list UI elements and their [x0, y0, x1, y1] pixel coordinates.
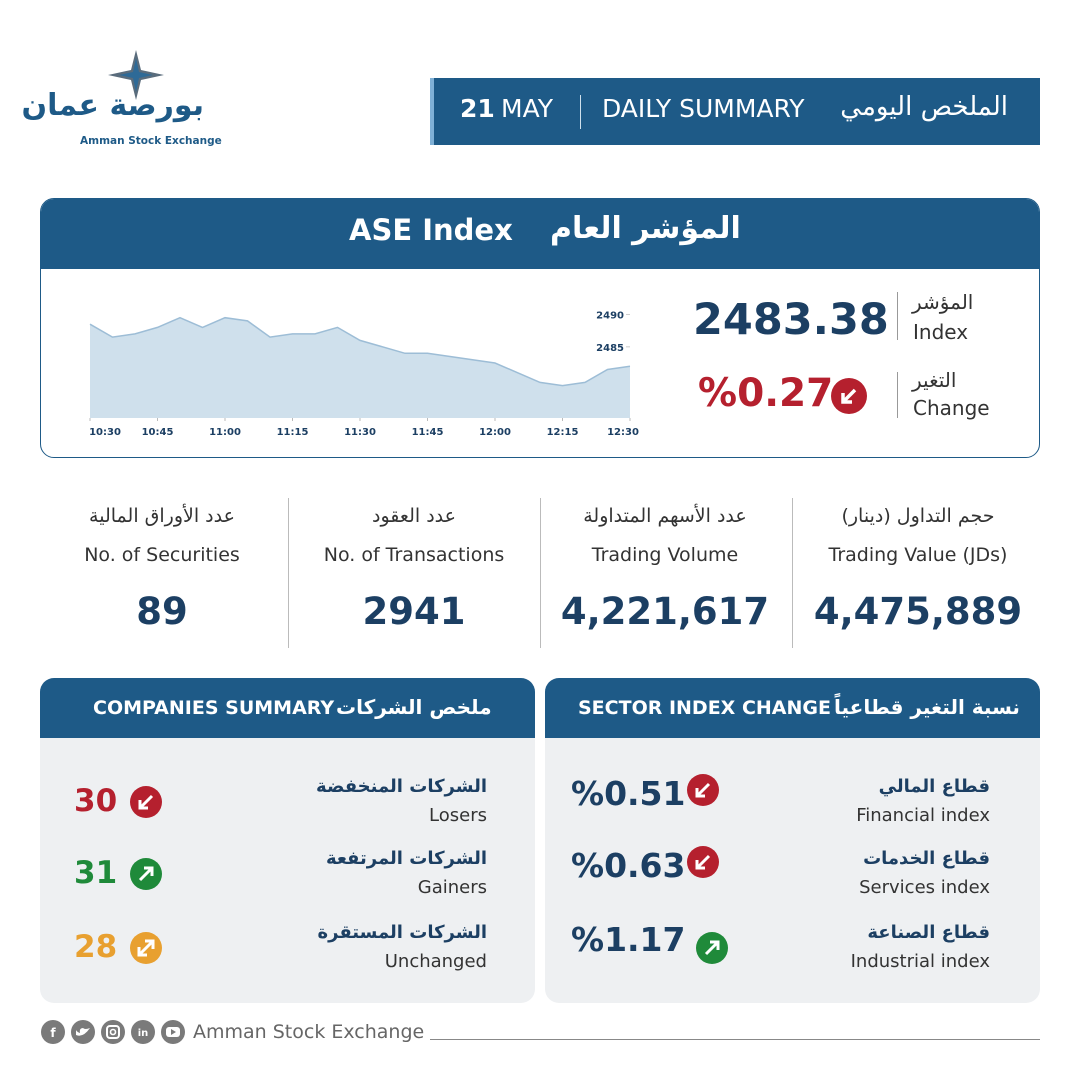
x-tick-label: 11:45	[412, 427, 444, 438]
sectors-panel	[545, 678, 1040, 1003]
x-tick-label: 12:30	[607, 427, 639, 438]
sector-value: %0.63	[571, 846, 686, 885]
index-label: Index	[913, 320, 969, 344]
x-tick-label: 11:00	[209, 427, 241, 438]
companies-title-ar: ملخص الشركات	[336, 695, 492, 719]
header-title-ar: الملخص اليومي	[840, 92, 1008, 122]
stat-value: 89	[136, 590, 188, 633]
company-label-ar: الشركات المستقرة	[317, 922, 487, 943]
header-stripe	[430, 78, 434, 145]
x-tick-label: 10:45	[142, 427, 174, 438]
company-value: 28	[74, 929, 118, 965]
divider	[897, 292, 898, 340]
index-title-ar: المؤشر العام	[550, 211, 741, 246]
sectors-title: SECTOR INDEX CHANGE	[578, 697, 831, 719]
sector-value: %0.51	[571, 774, 686, 813]
index-panel	[40, 198, 1040, 458]
down-icon	[831, 378, 867, 414]
stat-label-ar: حجم التداول (دينار)	[841, 505, 995, 527]
change-label-ar: التغير	[912, 368, 957, 392]
divider	[540, 498, 541, 648]
companies-header	[40, 678, 535, 738]
change-value: %0.27	[698, 371, 834, 416]
index-panel-header	[41, 199, 1039, 269]
company-label: Unchanged	[384, 951, 487, 972]
divider	[897, 372, 898, 418]
company-label: Losers	[429, 805, 487, 826]
sector-label: Services index	[859, 877, 990, 898]
social-icons: f in	[41, 1020, 185, 1044]
stat-label: Trading Volume	[591, 544, 739, 566]
line	[89, 316, 631, 387]
header-divider	[580, 95, 581, 129]
logo-english: Amman Stock Exchange	[80, 135, 222, 147]
index-title: ASE Index	[349, 213, 513, 247]
svg-text:in: in	[138, 1028, 149, 1039]
companies-title: COMPANIES SUMMARY	[93, 697, 335, 719]
sector-label-ar: قطاع الخدمات	[863, 848, 990, 869]
up-icon	[696, 932, 728, 964]
sector-label: Financial index	[856, 805, 990, 826]
header-day: 21	[460, 94, 495, 123]
header-title: DAILY SUMMARY	[602, 94, 805, 123]
divider	[792, 498, 793, 648]
logo-arabic: بورصة عمان	[21, 88, 204, 123]
stat-label: No. of Securities	[84, 544, 240, 566]
y-tick-label: 2490	[596, 310, 624, 321]
down-icon	[687, 774, 719, 806]
stat-value: 2941	[362, 590, 466, 633]
x-tick-label: 12:00	[479, 427, 511, 438]
header-month: MAY	[501, 94, 554, 123]
stat-label: Trading Value (JDs)	[828, 544, 1008, 566]
header-bar	[430, 78, 1040, 145]
stat-label-ar: عدد الأسهم المتداولة	[583, 505, 747, 527]
stat-value: 4,221,617	[560, 590, 770, 633]
company-value: 30	[74, 783, 118, 819]
companies-panel	[40, 678, 535, 1003]
stat-label: No. of Transactions	[323, 544, 505, 566]
footer-line	[430, 1039, 1040, 1040]
stat-label-ar: عدد العقود	[372, 505, 456, 527]
x-tick-label: 11:15	[277, 427, 309, 438]
sector-label-ar: قطاع المالي	[878, 776, 990, 797]
area	[90, 317, 630, 418]
logo-star	[108, 50, 164, 100]
y-tick-label: 2485	[596, 343, 624, 354]
sectors-title-ar: نسبة التغير قطاعياً	[834, 695, 1020, 719]
footer-text: Amman Stock Exchange	[193, 1021, 425, 1043]
x-tick-label: 10:30	[89, 427, 121, 438]
company-label: Gainers	[417, 877, 487, 898]
company-label-ar: الشركات المرتفعة	[325, 848, 487, 869]
stat-label-ar: عدد الأوراق المالية	[89, 505, 235, 527]
stat-value: 4,475,889	[813, 590, 1023, 633]
sector-value: %1.17	[571, 920, 686, 959]
down-icon	[130, 786, 162, 818]
index-label-ar: المؤشر	[912, 290, 974, 314]
x-tick-label: 12:15	[547, 427, 579, 438]
flat-icon	[130, 932, 162, 964]
x-tick-label: 11:30	[344, 427, 376, 438]
divider	[288, 498, 289, 648]
index-chart: 247524802485249010:3010:4511:0011:1511:3…	[89, 310, 639, 438]
company-label-ar: الشركات المنخفضة	[316, 776, 487, 797]
up-icon	[130, 858, 162, 890]
change-label: Change	[913, 396, 990, 420]
sector-label: Industrial index	[850, 951, 990, 972]
sector-label-ar: قطاع الصناعة	[867, 922, 990, 943]
down-icon	[687, 846, 719, 878]
svg-text:f: f	[50, 1026, 56, 1040]
company-value: 31	[74, 855, 118, 891]
sectors-header	[545, 678, 1040, 738]
index-value: 2483.38	[693, 295, 889, 345]
